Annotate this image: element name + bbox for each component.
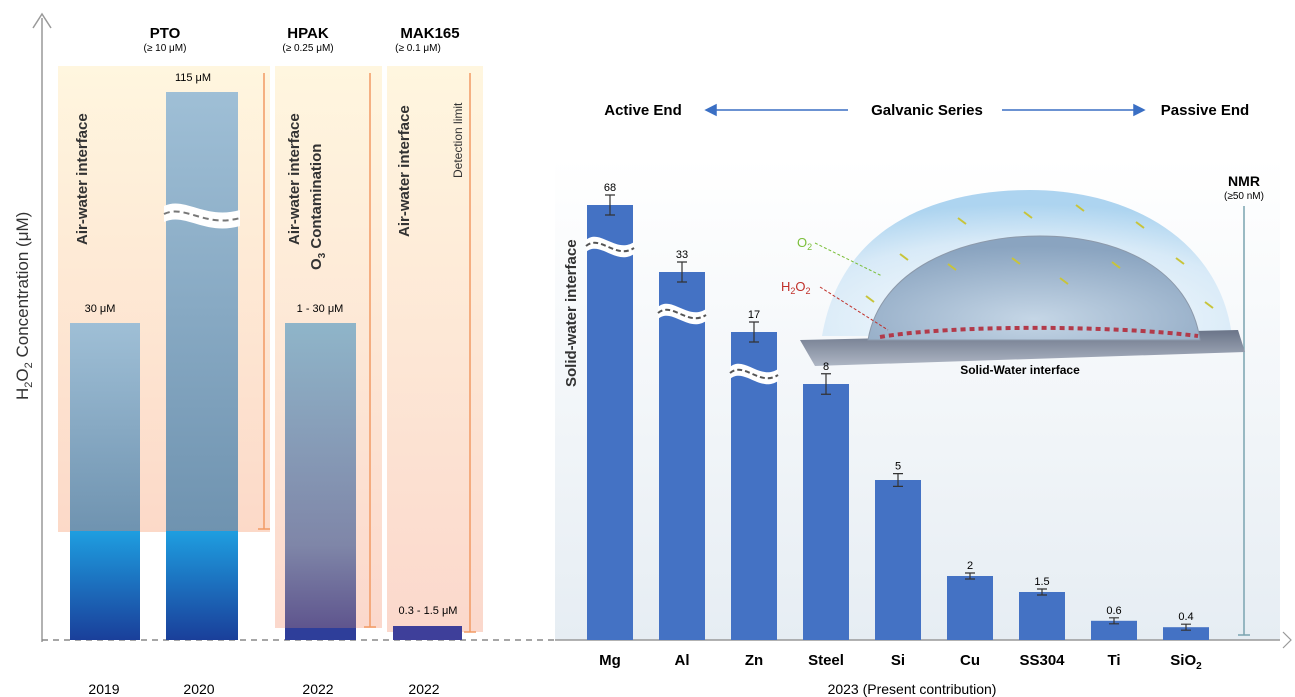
- galvanic-series-label: Galvanic Series: [871, 102, 983, 119]
- zone-label-solid: Solid-water interface: [563, 239, 580, 387]
- inset-illustration: O2 H2O2 Solid-Water interface: [781, 190, 1245, 377]
- category-label-al: Al: [675, 652, 690, 669]
- value-label-ss304: 1.5: [1034, 576, 1049, 588]
- error-bar-steel: [821, 373, 831, 395]
- y-axis-arrow: [32, 12, 52, 29]
- bar-break-dash-zn: [729, 368, 779, 380]
- bar-si: [875, 480, 921, 640]
- bar-2022-mak: [393, 626, 462, 640]
- active-end-label: Active End: [604, 102, 682, 119]
- value-label-steel: 8: [823, 361, 829, 373]
- year-2022-hpak: 2022: [302, 681, 333, 697]
- bar-2019-base: [70, 531, 140, 640]
- inset-caption: Solid-Water interface: [960, 363, 1080, 377]
- inset-inner-dome: [867, 235, 1201, 341]
- bar-2020-base: [166, 531, 238, 640]
- bar-label-2022-mak: 0.3 - 1.5 μM: [399, 605, 458, 617]
- right-xlabel: 2023 (Present contribution): [828, 681, 997, 697]
- error-bar-ti: [1109, 617, 1119, 625]
- inset-h2o2-layer: [879, 325, 1199, 339]
- limit-hpak: (≥ 0.25 μM): [282, 43, 333, 54]
- bar-2019: [70, 323, 140, 532]
- error-bar-si: [893, 473, 903, 487]
- zone-label-hpak-o3: O3 Contamination: [308, 144, 328, 270]
- inset-h2o2-leader: [819, 286, 889, 331]
- bar-steel: [803, 384, 849, 640]
- bar-sio2: [1163, 627, 1209, 640]
- value-label-mg: 68: [604, 182, 616, 194]
- bar-2020-break-dash: [163, 210, 241, 222]
- nmr-title: NMR: [1228, 173, 1260, 189]
- value-label-zn: 17: [748, 309, 760, 321]
- bar-break-dash-mg: [585, 241, 635, 253]
- left-bars: [70, 92, 462, 640]
- category-label-sio2: SiO2: [1170, 652, 1202, 672]
- inset-o2-leader: [814, 242, 883, 277]
- bar-label-2019: 30 μM: [85, 303, 116, 315]
- category-label-ss304: SS304: [1019, 652, 1065, 669]
- nmr-line: [1238, 206, 1250, 636]
- bar-label-2022-hpak: 1 - 30 μM: [297, 303, 344, 315]
- category-label-mg: Mg: [599, 652, 621, 669]
- method-mak165: MAK165: [400, 25, 459, 42]
- value-label-sio2: 0.4: [1178, 611, 1193, 623]
- category-label-ti: Ti: [1107, 652, 1120, 669]
- inset-h2o2-label: H2O2: [781, 279, 811, 296]
- error-bar-sio2: [1181, 623, 1191, 631]
- mak-zone: [387, 66, 483, 632]
- category-label-si: Si: [891, 652, 905, 669]
- value-label-ti: 0.6: [1106, 605, 1121, 617]
- galvanic-arrow: [704, 103, 1146, 117]
- zone-label-pto: Air-water interface: [74, 113, 91, 245]
- year-2020: 2020: [183, 681, 214, 697]
- right-bars: 68 Mg 33 Al 17 Zn 8 Steel 5 Si 2 Cu 1.5 SS304 0.6 Ti 0.4…: [585, 182, 1209, 672]
- value-label-al: 33: [676, 249, 688, 261]
- error-bar-ss304: [1037, 588, 1047, 596]
- year-2019: 2019: [88, 681, 119, 697]
- bar-label-2020: 115 μM: [175, 72, 211, 84]
- right-baseline-arrow: [1282, 631, 1292, 649]
- method-pto: PTO: [150, 25, 181, 42]
- method-hpak: HPAK: [287, 25, 329, 42]
- category-label-zn: Zn: [745, 652, 763, 669]
- bar-2020-break: [164, 203, 240, 229]
- zone-label-hpak: Air-water interface: [286, 113, 303, 245]
- year-2022-mak: 2022: [408, 681, 439, 697]
- detection-lines: [258, 73, 476, 633]
- detection-limit-label: Detection limit: [451, 102, 465, 178]
- error-bar-zn: [749, 321, 759, 343]
- bar-cu: [947, 576, 993, 640]
- inset-o2-molecules: [865, 204, 1214, 309]
- nmr-limit: (≥50 nM): [1224, 191, 1264, 202]
- category-label-steel: Steel: [808, 652, 844, 669]
- bar-2022-hpak-base: [285, 628, 356, 640]
- bar-2022-hpak: [285, 323, 356, 640]
- value-label-cu: 2: [967, 560, 973, 572]
- limit-pto: (≥ 10 μM): [144, 43, 187, 54]
- zone-label-mak: Air-water interface: [396, 105, 413, 237]
- category-label-cu: Cu: [960, 652, 980, 669]
- bar-break-dash-al: [657, 308, 707, 320]
- bar-ss304: [1019, 592, 1065, 640]
- limit-mak165: (≥ 0.1 μM): [395, 43, 441, 54]
- value-label-si: 5: [895, 461, 901, 473]
- error-bar-al: [677, 261, 687, 283]
- bar-al: [659, 272, 705, 640]
- bar-ti: [1091, 620, 1137, 640]
- passive-end-label: Passive End: [1161, 102, 1249, 119]
- bar-mg: [587, 205, 633, 640]
- error-bar-cu: [965, 572, 975, 580]
- error-bar-mg: [605, 194, 615, 216]
- y-axis-label: H2O2 Concentration (μM): [13, 212, 35, 400]
- bar-2020: [166, 92, 238, 532]
